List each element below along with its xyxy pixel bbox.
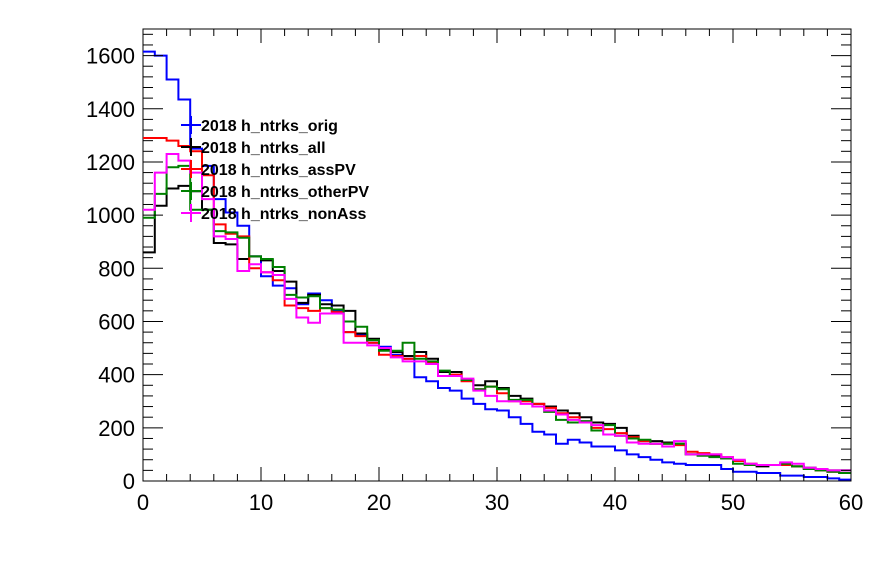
x-tick-label: 30 [485,490,509,515]
legend-label: 2018 h_ntrks_orig [201,118,338,135]
legend: 2018 h_ntrks_orig 2018 h_ntrks_all 2018 h_… [181,116,369,223]
x-tick-label: 40 [603,490,627,515]
series-line [143,152,851,472]
x-tick-label: 50 [721,490,745,515]
y-tick-label: 800 [98,256,135,281]
y-tick-label: 1200 [86,150,135,175]
legend-label: 2018 h_ntrks_assPV [201,162,356,179]
series-layer [143,50,851,481]
y-tick-label: 600 [98,309,135,334]
x-tick-label: 10 [249,490,273,515]
legend-item: 2018 h_ntrks_all [181,138,326,157]
legend-item: 2018 h_ntrks_nonAss [181,204,367,223]
y-tick-label: 0 [123,469,135,494]
series-2018-h-ntrks-nonass [143,152,851,472]
y-tick-label: 400 [98,363,135,388]
y-tick-label: 1400 [86,97,135,122]
legend-item: 2018 h_ntrks_assPV [181,160,356,179]
y-tick-label: 1600 [86,44,135,69]
x-tick-label: 60 [839,490,863,515]
series-line [143,164,851,475]
legend-label: 2018 h_ntrks_all [201,140,326,157]
x-tick-label: 20 [367,490,391,515]
legend-item: 2018 h_ntrks_orig [181,116,338,135]
series-2018-h-ntrks-otherpv [143,164,851,475]
y-tick-label: 200 [98,416,135,441]
y-tick-label: 1000 [86,203,135,228]
axis-layer: 0 10 20 30 40 50 60020040060080010001200140016… [86,29,863,515]
legend-label: 2018 h_ntrks_otherPV [201,184,369,201]
legend-label: 2018 h_ntrks_nonAss [201,206,367,223]
x-tick-label: 0 [137,490,149,515]
legend-item: 2018 h_ntrks_otherPV [181,182,369,201]
